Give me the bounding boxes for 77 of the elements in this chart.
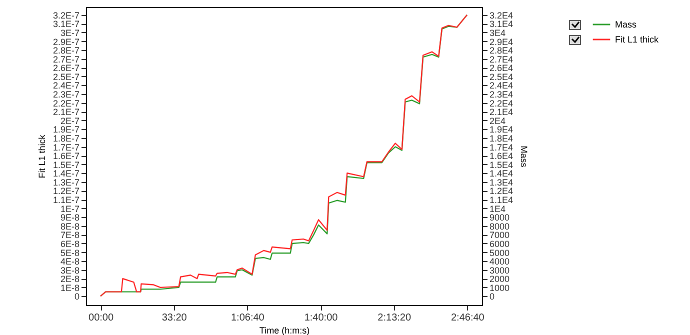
legend-label: Fit L1 thick <box>615 34 660 44</box>
y-tick-label: 3E-7 <box>60 28 80 38</box>
y2-tick-label: 3000 <box>490 265 510 276</box>
y2-tick-label: 2.8E4 <box>490 46 514 56</box>
y2-tick-label: 1.3E4 <box>490 177 514 188</box>
y2-tick-label: 1.2E4 <box>490 186 514 196</box>
y-tick-label: 1.1E-7 <box>52 195 80 206</box>
y-tick-label: 2.8E-7 <box>52 46 80 56</box>
y2-tick-label: 2.6E4 <box>490 63 514 74</box>
y2-tick-label: 9000 <box>490 212 510 223</box>
y2-tick-label: 4000 <box>490 256 510 267</box>
y-tick-label: 1.9E-7 <box>52 124 80 135</box>
y-tick-label: 3.1E-7 <box>52 19 80 30</box>
y-tick-label: 1.3E-7 <box>52 177 80 188</box>
y2-tick-label: 1.6E4 <box>490 151 514 162</box>
y2-tick-label: 1.5E4 <box>490 160 514 170</box>
y-tick-label: 2.1E-7 <box>52 107 80 118</box>
y2-tick-label: 7000 <box>490 230 510 240</box>
y-tick-label: 1.2E-7 <box>52 186 80 196</box>
x-tick-label: 2:13:20 <box>378 312 412 324</box>
y-tick-label: 2.9E-7 <box>52 36 80 47</box>
y2-tick-label: 0 <box>490 292 495 302</box>
y-tick-label: 7E-8 <box>60 230 80 240</box>
y2-tick-label: 1.9E4 <box>490 124 514 135</box>
y2-axis-title: Mass <box>519 146 530 168</box>
y-tick-label: 2E-8 <box>60 274 80 284</box>
y2-tick-label: 1000 <box>490 282 510 293</box>
y2-tick-label: 2.4E4 <box>490 80 514 91</box>
y-tick-label: 5E-8 <box>60 248 80 258</box>
y-tick-label: 2.4E-7 <box>52 80 80 91</box>
y2-tick-label: 2E4 <box>490 116 506 126</box>
y-tick-label: 2.2E-7 <box>52 98 80 108</box>
y-tick-label: 2.7E-7 <box>52 54 80 64</box>
y-tick-label: 1.8E-7 <box>52 133 80 144</box>
y2-tick-label: 3.1E4 <box>490 19 514 30</box>
y2-tick-label: 2.2E4 <box>490 98 514 108</box>
y-tick-label: 2.6E-7 <box>52 63 80 74</box>
y2-tick-label: 5000 <box>490 248 510 258</box>
y-tick-label: 1.5E-7 <box>52 160 80 170</box>
y2-tick-label: 3.2E4 <box>490 10 514 20</box>
y2-tick-label: 2.7E4 <box>490 54 514 64</box>
y-tick-label: 3.2E-7 <box>52 10 80 20</box>
y-tick-label: 1.6E-7 <box>52 151 80 162</box>
y-tick-label: 1.7E-7 <box>52 142 80 152</box>
x-tick-label: 00:00 <box>88 312 114 324</box>
x-tick-label: 1:06:40 <box>231 312 265 324</box>
y2-tick-label: 6000 <box>490 238 510 249</box>
y-tick-label: 2.3E-7 <box>52 90 80 100</box>
y2-tick-label: 2.3E4 <box>490 90 514 100</box>
y2-tick-label: 8000 <box>490 221 510 232</box>
y-tick-label: 8E-8 <box>60 221 80 232</box>
y2-tick-label: 3E4 <box>490 28 506 38</box>
y-tick-label: 9E-8 <box>60 212 80 223</box>
y-tick-label: 2.5E-7 <box>52 72 80 82</box>
y-tick-label: 1E-8 <box>60 282 80 293</box>
x-tick-label: 1:40:00 <box>304 312 338 324</box>
y-tick-label: 6E-8 <box>60 238 80 249</box>
legend-label: Mass <box>615 20 637 30</box>
y2-tick-label: 1.7E4 <box>490 142 514 152</box>
x-tick-label: 2:46:40 <box>451 312 485 324</box>
y2-tick-label: 2000 <box>490 274 510 284</box>
x-axis-title: Time (h:m:s) <box>259 326 310 335</box>
x-tick-label: 33:20 <box>162 312 188 324</box>
y2-tick-label: 2.5E4 <box>490 72 514 82</box>
y2-tick-label: 1E4 <box>490 204 506 214</box>
y-tick-label: 4E-8 <box>60 256 80 267</box>
y2-tick-label: 2.1E4 <box>490 107 514 118</box>
y2-tick-label: 1.8E4 <box>490 133 514 144</box>
y-tick-label: 3E-8 <box>60 265 80 276</box>
y-tick-label: 1.4E-7 <box>52 168 80 179</box>
y-tick-label: 1E-7 <box>60 204 80 214</box>
y-tick-label: 0 <box>74 292 80 302</box>
y2-tick-label: 2.9E4 <box>490 36 514 47</box>
y2-tick-label: 1.1E4 <box>490 195 514 206</box>
y-axis-title: Fit L1 thick <box>36 134 47 178</box>
y2-tick-label: 1.4E4 <box>490 168 514 179</box>
y-tick-label: 2E-7 <box>60 116 80 126</box>
